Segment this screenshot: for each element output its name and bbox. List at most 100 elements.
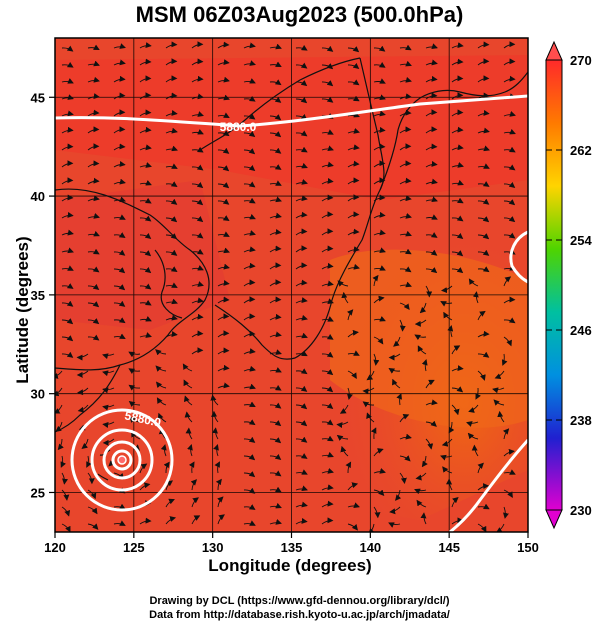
streamline-arrow [113,196,126,203]
streamline-arrow [269,131,282,138]
streamline-arrow [321,351,334,358]
streamline-arrow [61,126,74,134]
streamline-arrow [243,181,256,188]
streamline-arrow [243,487,256,494]
streamline-arrow [477,370,486,381]
streamline-arrow [295,44,308,51]
streamline-arrow [295,385,308,392]
streamline-arrow [373,353,380,366]
streamline-arrow [182,363,193,372]
streamline-arrow [191,93,204,100]
streamline-arrow [87,76,100,83]
colorbar-tick-label: 270 [570,53,592,68]
streamline-arrow [187,444,193,457]
streamline-arrow [243,279,256,287]
streamline-arrow [191,129,204,135]
streamline-arrow [128,351,141,358]
streamline-arrow [55,387,63,397]
streamline-arrow [217,76,230,83]
streamline-arrow [493,399,505,406]
streamline-arrow [61,247,74,254]
streamline-arrow [102,353,115,360]
streamline-arrow [139,58,152,66]
x-tick-label: 135 [281,540,303,555]
streamline-arrow [243,330,256,338]
streamline-arrow [113,284,126,291]
streamline-arrow [347,211,360,219]
streamline-arrow [139,250,152,257]
streamline-arrow [373,229,386,236]
streamline-arrow [165,145,178,152]
streamline-arrow [295,195,308,202]
streamline-arrow [399,44,412,51]
streamline-arrow [217,263,230,270]
streamline-arrow [295,130,308,137]
streamline-arrow [160,444,167,457]
streamline-arrow [399,230,412,237]
streamline-arrow [87,177,100,185]
streamline-arrow [243,197,256,204]
streamline-arrow [321,245,334,253]
streamline-arrow [76,353,89,361]
streamline-arrow [243,42,256,49]
streamline-arrow [61,110,74,117]
streamline-arrow [139,316,152,322]
streamline-arrow [425,126,438,134]
streamline-arrow [165,216,178,223]
streamline-arrow [321,316,334,322]
streamline-arrow [184,411,193,423]
streamline-arrow [295,146,308,153]
streamline-arrow [347,329,359,338]
streamline-arrow [139,75,152,83]
streamline-arrow [191,58,204,66]
page-title: MSM 06Z03Aug2023 (500.0hPa) [135,2,464,27]
streamline-arrow [295,368,308,375]
streamline-arrow [243,296,256,304]
streamline-arrow [102,421,115,428]
streamline-arrow [269,349,282,355]
streamline-arrow [269,402,282,409]
streamline-arrow [451,345,461,355]
streamline-arrow [61,78,74,84]
streamline-arrow [217,59,230,66]
streamline-arrow [503,111,516,117]
streamline-arrow [295,501,308,508]
streamline-arrow [451,250,464,257]
streamline-arrow [321,228,334,236]
streamline-arrow [345,461,352,474]
streamline-arrow [269,114,282,121]
streamline-arrow [155,365,167,372]
streamline-arrow [269,61,282,68]
streamline-arrow [295,420,308,427]
streamline-arrow [87,489,97,500]
streamline-arrow [157,412,167,423]
streamline-arrow [373,295,385,304]
streamline-arrow [321,402,334,409]
streamline-arrow [191,313,204,321]
streamline-arrow [113,503,126,510]
streamline-arrow [191,199,204,206]
streamline-arrow [215,478,222,491]
streamline-arrow [477,503,490,510]
streamline-arrow [165,127,178,134]
streamline-arrow [269,313,282,321]
streamline-arrow [477,462,484,474]
streamline-arrow [139,283,152,290]
streamline-arrow [451,197,464,204]
streamline-arrow [503,448,515,457]
streamline-arrow [243,383,256,390]
streamline-arrow [421,455,428,468]
streamline-arrow [165,233,178,240]
streamline-arrow [113,249,126,256]
streamline-arrow [503,276,512,287]
streamline-arrow [373,448,384,457]
streamline-arrow [373,160,386,168]
streamline-arrow [466,421,479,427]
streamline-arrow [321,63,334,70]
streamline-arrow [183,379,193,389]
streamline-arrow [477,145,490,152]
streamline-arrow [243,365,256,372]
wind-streamlines [55,41,516,532]
streamline-arrow [399,60,412,67]
streamline-arrow [448,421,455,434]
